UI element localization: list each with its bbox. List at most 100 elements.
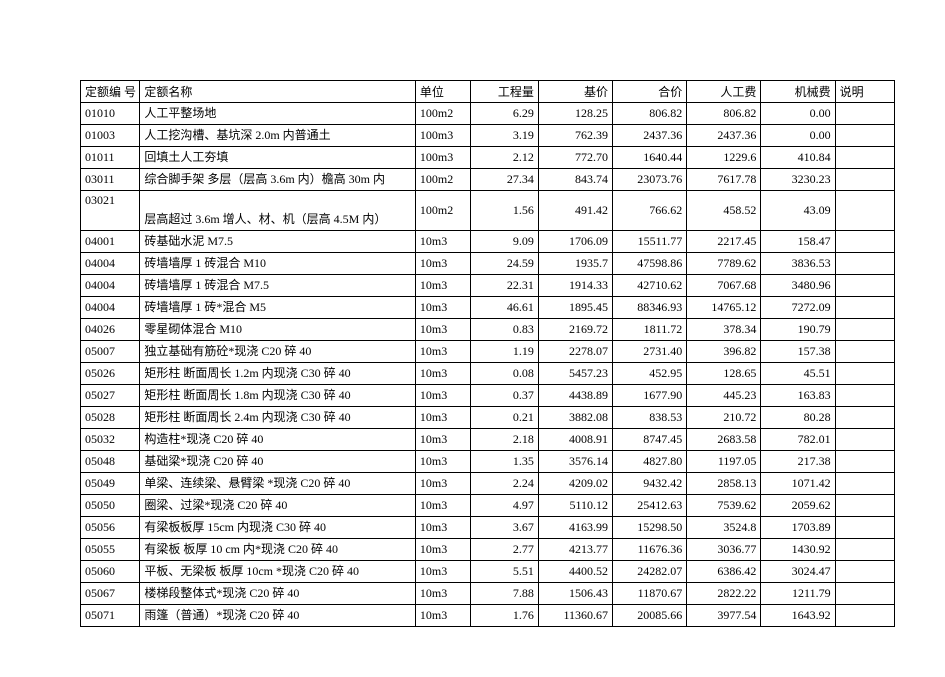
cell-machine: 2059.62 bbox=[761, 495, 835, 517]
cell-labor: 378.34 bbox=[687, 319, 761, 341]
cell-unit: 10m3 bbox=[415, 231, 470, 253]
table-row: 05055有梁板 板厚 10 cm 内*现浇 C20 碎 4010m32.774… bbox=[81, 539, 895, 561]
cell-unit: 100m3 bbox=[415, 147, 470, 169]
table-row: 05027矩形柱 断面周长 1.8m 内现浇 C30 碎 4010m30.374… bbox=[81, 385, 895, 407]
cell-qty: 0.08 bbox=[471, 363, 539, 385]
cell-note bbox=[835, 147, 894, 169]
cell-unit: 100m2 bbox=[415, 103, 470, 125]
table-row: 05048基础梁*现浇 C20 碎 4010m31.353576.144827.… bbox=[81, 451, 895, 473]
cell-qty: 2.12 bbox=[471, 147, 539, 169]
cell-labor: 7789.62 bbox=[687, 253, 761, 275]
cell-total: 1811.72 bbox=[613, 319, 687, 341]
cell-unit: 10m3 bbox=[415, 561, 470, 583]
cell-unit: 100m2 bbox=[415, 191, 470, 231]
cell-qty: 1.19 bbox=[471, 341, 539, 363]
cell-machine: 0.00 bbox=[761, 125, 835, 147]
cell-machine: 158.47 bbox=[761, 231, 835, 253]
cell-unit: 10m3 bbox=[415, 253, 470, 275]
cell-note bbox=[835, 341, 894, 363]
cell-base: 4008.91 bbox=[538, 429, 612, 451]
cell-total: 24282.07 bbox=[613, 561, 687, 583]
table-row: 05071雨篷（普通）*现浇 C20 碎 4010m31.7611360.672… bbox=[81, 605, 895, 627]
cell-base: 1935.7 bbox=[538, 253, 612, 275]
cell-code: 04004 bbox=[81, 253, 140, 275]
cell-name: 雨篷（普通）*现浇 C20 碎 40 bbox=[140, 605, 416, 627]
cell-name: 圈梁、过梁*现浇 C20 碎 40 bbox=[140, 495, 416, 517]
cell-base: 4163.99 bbox=[538, 517, 612, 539]
table-row: 01011回填土人工夯填100m32.12772.701640.441229.6… bbox=[81, 147, 895, 169]
cell-machine: 163.83 bbox=[761, 385, 835, 407]
cell-machine: 190.79 bbox=[761, 319, 835, 341]
cell-unit: 10m3 bbox=[415, 429, 470, 451]
cell-unit: 10m3 bbox=[415, 451, 470, 473]
cell-machine: 3836.53 bbox=[761, 253, 835, 275]
table-row: 05067楼梯段整体式*现浇 C20 碎 4010m37.881506.4311… bbox=[81, 583, 895, 605]
cell-note bbox=[835, 275, 894, 297]
cell-machine: 157.38 bbox=[761, 341, 835, 363]
cell-note bbox=[835, 561, 894, 583]
cell-code: 05060 bbox=[81, 561, 140, 583]
cell-labor: 7539.62 bbox=[687, 495, 761, 517]
cell-qty: 9.09 bbox=[471, 231, 539, 253]
cell-total: 806.82 bbox=[613, 103, 687, 125]
cell-labor: 3524.8 bbox=[687, 517, 761, 539]
cell-name: 楼梯段整体式*现浇 C20 碎 40 bbox=[140, 583, 416, 605]
cell-machine: 1703.89 bbox=[761, 517, 835, 539]
cell-total: 9432.42 bbox=[613, 473, 687, 495]
cell-name: 矩形柱 断面周长 1.8m 内现浇 C30 碎 40 bbox=[140, 385, 416, 407]
cell-base: 772.70 bbox=[538, 147, 612, 169]
cell-base: 4438.89 bbox=[538, 385, 612, 407]
cell-base: 491.42 bbox=[538, 191, 612, 231]
cell-machine: 1430.92 bbox=[761, 539, 835, 561]
cell-qty: 1.56 bbox=[471, 191, 539, 231]
cell-base: 11360.67 bbox=[538, 605, 612, 627]
cell-name: 有梁板 板厚 10 cm 内*现浇 C20 碎 40 bbox=[140, 539, 416, 561]
cell-unit: 10m3 bbox=[415, 407, 470, 429]
cell-labor: 128.65 bbox=[687, 363, 761, 385]
cell-name: 零星砌体混合 M10 bbox=[140, 319, 416, 341]
cell-qty: 5.51 bbox=[471, 561, 539, 583]
cell-code: 05032 bbox=[81, 429, 140, 451]
table-row: 04004砖墙墙厚 1 砖*混合 M510m346.611895.4588346… bbox=[81, 297, 895, 319]
cell-note bbox=[835, 253, 894, 275]
cell-machine: 80.28 bbox=[761, 407, 835, 429]
table-row: 04026零星砌体混合 M1010m30.832169.721811.72378… bbox=[81, 319, 895, 341]
table-row: 01010人工平整场地100m26.29128.25806.82806.820.… bbox=[81, 103, 895, 125]
cell-base: 4213.77 bbox=[538, 539, 612, 561]
cell-qty: 4.97 bbox=[471, 495, 539, 517]
cell-qty: 27.34 bbox=[471, 169, 539, 191]
table-row: 03011综合脚手架 多层（层高 3.6m 内）檐高 30m 内100m227.… bbox=[81, 169, 895, 191]
cell-base: 3882.08 bbox=[538, 407, 612, 429]
cell-code: 04004 bbox=[81, 297, 140, 319]
cell-total: 838.53 bbox=[613, 407, 687, 429]
cell-machine: 1071.42 bbox=[761, 473, 835, 495]
table-row: 05026矩形柱 断面周长 1.2m 内现浇 C30 碎 4010m30.085… bbox=[81, 363, 895, 385]
cell-code: 03011 bbox=[81, 169, 140, 191]
cell-qty: 0.21 bbox=[471, 407, 539, 429]
table-row: 05060平板、无梁板 板厚 10cm *现浇 C20 碎 4010m35.51… bbox=[81, 561, 895, 583]
cell-unit: 100m3 bbox=[415, 125, 470, 147]
cell-labor: 396.82 bbox=[687, 341, 761, 363]
cell-machine: 3480.96 bbox=[761, 275, 835, 297]
header-unit: 单位 bbox=[415, 81, 470, 103]
cell-name: 砖墙墙厚 1 砖混合 M7.5 bbox=[140, 275, 416, 297]
table-row: 05049单梁、连续梁、悬臂梁 *现浇 C20 碎 4010m32.244209… bbox=[81, 473, 895, 495]
cell-unit: 10m3 bbox=[415, 319, 470, 341]
cell-name: 矩形柱 断面周长 1.2m 内现浇 C30 碎 40 bbox=[140, 363, 416, 385]
cell-qty: 22.31 bbox=[471, 275, 539, 297]
cell-total: 1640.44 bbox=[613, 147, 687, 169]
header-total: 合价 bbox=[613, 81, 687, 103]
cell-total: 15511.77 bbox=[613, 231, 687, 253]
cell-unit: 10m3 bbox=[415, 385, 470, 407]
cell-code: 05007 bbox=[81, 341, 140, 363]
cell-base: 843.74 bbox=[538, 169, 612, 191]
cell-unit: 10m3 bbox=[415, 297, 470, 319]
cell-labor: 3977.54 bbox=[687, 605, 761, 627]
cell-labor: 6386.42 bbox=[687, 561, 761, 583]
cell-base: 2278.07 bbox=[538, 341, 612, 363]
cell-qty: 0.37 bbox=[471, 385, 539, 407]
cell-code: 01003 bbox=[81, 125, 140, 147]
cell-total: 766.62 bbox=[613, 191, 687, 231]
quota-table: 定额编 号 定额名称 单位 工程量 基价 合价 人工费 机械费 说明 01010… bbox=[80, 80, 895, 627]
cell-code: 05049 bbox=[81, 473, 140, 495]
